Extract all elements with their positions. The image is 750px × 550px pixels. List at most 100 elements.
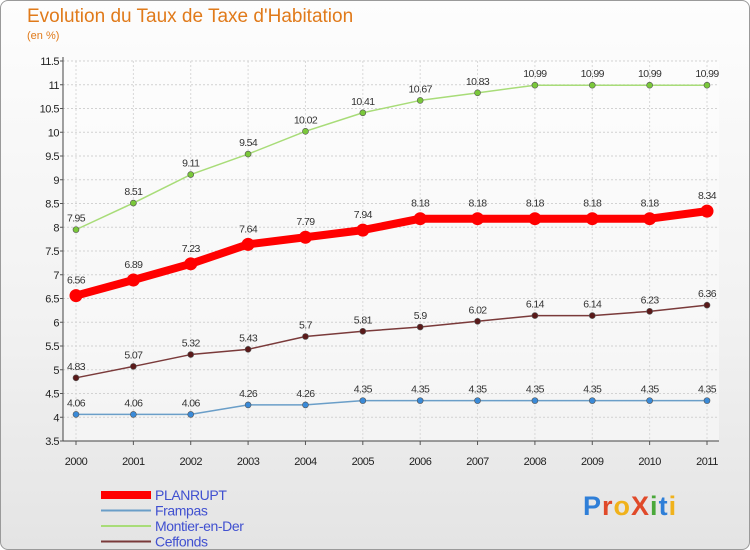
axes (62, 57, 719, 442)
data-point-planrupt (184, 257, 198, 271)
data-point-frampas (416, 397, 424, 404)
data-point-planrupt (241, 237, 255, 251)
data-label-planrupt: 7.94 (354, 209, 373, 221)
data-point-frampas (187, 411, 195, 418)
y-tick-label: 10 (48, 127, 60, 139)
legend-label-ceffonds: Ceffonds (155, 534, 208, 550)
data-point-planrupt (356, 223, 370, 237)
data-point-montier-en-der (359, 109, 367, 117)
series-line-montier-en-der (75, 84, 707, 231)
data-point-planrupt (69, 289, 83, 303)
y-tick-label: 8.5 (45, 199, 59, 211)
x-tick-label: 2002 (179, 456, 202, 468)
data-point-frampas (588, 397, 596, 404)
y-tick-label: 7 (53, 270, 59, 282)
data-point-frampas (244, 401, 252, 409)
data-point-ceffonds (302, 333, 309, 340)
data-label-montier-en-der: 10.99 (695, 68, 719, 80)
data-label-ceffonds: 4.83 (67, 361, 86, 373)
x-tick-label: 2010 (638, 456, 661, 468)
data-label-planrupt: 8.18 (469, 198, 488, 210)
x-tick-label: 2001 (122, 456, 145, 468)
y-tick-label: 7.5 (45, 246, 59, 258)
data-point-ceffonds (588, 312, 596, 319)
y-tick-label: 5.5 (45, 341, 59, 353)
y-tick-label: 8 (53, 222, 59, 234)
x-tick-label: 2009 (581, 456, 604, 468)
data-point-montier-en-der (187, 171, 195, 178)
data-point-ceffonds (244, 346, 252, 353)
data-label-planrupt: 8.34 (698, 190, 717, 202)
data-label-frampas: 4.35 (698, 384, 717, 396)
data-label-ceffonds: 5.43 (239, 332, 258, 344)
data-point-ceffonds (130, 363, 137, 370)
proxiti-logo: ProXiti (583, 491, 678, 521)
data-point-frampas (302, 401, 309, 409)
data-label-frampas: 4.06 (182, 397, 201, 409)
data-point-ceffonds (646, 308, 653, 315)
data-label-planrupt: 7.64 (239, 223, 258, 235)
data-point-planrupt (700, 204, 714, 218)
data-point-frampas (531, 397, 539, 404)
data-point-montier-en-der (302, 128, 309, 135)
y-tick-label: 5 (53, 365, 59, 377)
data-label-ceffonds: 5.32 (182, 338, 201, 350)
data-point-montier-en-der (703, 81, 711, 89)
data-point-frampas (703, 397, 711, 404)
data-label-montier-en-der: 7.95 (67, 213, 86, 225)
data-point-montier-en-der (244, 150, 252, 158)
data-label-planrupt: 8.18 (526, 198, 545, 210)
data-label-montier-en-der: 10.99 (581, 68, 605, 80)
data-label-frampas: 4.35 (469, 384, 488, 396)
legend-label-planrupt: PLANRUPT (155, 487, 227, 503)
data-point-montier-en-der (72, 226, 80, 233)
data-label-frampas: 4.35 (641, 384, 660, 396)
data-point-ceffonds (187, 351, 195, 358)
x-tick-label: 2000 (65, 456, 88, 468)
data-label-montier-en-der: 9.54 (239, 137, 258, 149)
grid (63, 60, 719, 442)
data-label-planrupt: 7.23 (182, 243, 201, 255)
y-tick-label: 6 (53, 317, 59, 329)
data-point-frampas (72, 411, 80, 418)
data-label-planrupt: 8.18 (411, 198, 430, 210)
data-point-ceffonds (703, 301, 711, 309)
series-line-planrupt (74, 207, 708, 300)
y-axis-ticks: 3.5 4 4.5 5 5.5 6 6.5 7 7.5 8 8.5 9 9.5 10 10.5 11 11.5 (40, 56, 63, 448)
data-point-ceffonds (72, 374, 80, 382)
data-label-ceffonds: 6.14 (526, 299, 545, 311)
data-point-planrupt (528, 212, 542, 226)
data-label-ceffonds: 6.23 (641, 294, 660, 306)
data-point-ceffonds (416, 323, 424, 331)
data-point-planrupt (298, 230, 312, 244)
data-point-montier-en-der (416, 97, 424, 104)
data-point-frampas (474, 397, 481, 404)
y-tick-label: 6.5 (45, 294, 59, 306)
series-line-frampas (76, 399, 707, 416)
data-point-planrupt (471, 212, 485, 226)
data-label-montier-en-der: 10.41 (351, 96, 375, 108)
data-point-frampas (130, 411, 137, 418)
x-tick-label: 2011 (696, 456, 718, 468)
data-label-ceffonds: 6.36 (698, 288, 717, 300)
data-label-montier-en-der: 10.99 (638, 68, 662, 80)
data-point-ceffonds (531, 312, 539, 319)
series-group (69, 81, 714, 418)
data-point-planrupt (643, 212, 657, 226)
data-point-planrupt (126, 273, 140, 287)
data-labels: 6.56 6.89 7.23 7.64 7.79 7.94 8.18 8.18 8.18 8.18… (67, 68, 720, 409)
data-label-ceffonds: 6.14 (583, 299, 602, 311)
data-label-ceffonds: 5.07 (124, 349, 143, 361)
data-point-montier-en-der (588, 81, 596, 89)
data-label-planrupt: 8.18 (583, 198, 602, 210)
x-tick-label: 2003 (237, 456, 260, 468)
data-point-frampas (359, 397, 367, 404)
data-point-montier-en-der (646, 81, 653, 89)
data-point-montier-en-der (130, 199, 137, 207)
data-point-planrupt (413, 212, 427, 226)
data-point-planrupt (585, 212, 599, 226)
data-label-montier-en-der: 10.83 (466, 76, 490, 88)
legend-label-frampas: Frampas (155, 503, 208, 519)
